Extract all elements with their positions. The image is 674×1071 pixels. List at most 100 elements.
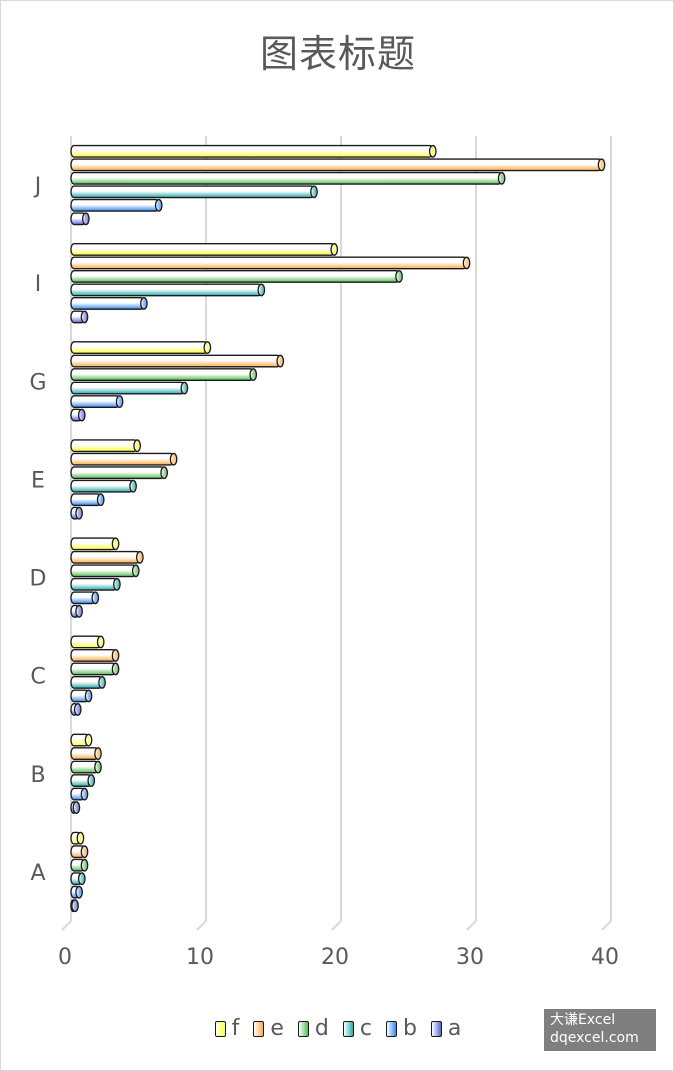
bar-cap-a-D bbox=[75, 604, 83, 618]
plot-area: 0 10 20 30 40 A B C D E G I J bbox=[29, 136, 619, 970]
legend-swatch-d bbox=[297, 1020, 309, 1037]
bar-cap-f-B bbox=[84, 733, 93, 747]
bar-c-D bbox=[70, 577, 121, 591]
legend-item-c: c bbox=[342, 1016, 372, 1041]
bar-cap-d-J bbox=[497, 171, 506, 185]
bar-b-D bbox=[70, 591, 100, 605]
bar-cap-a-E bbox=[75, 506, 83, 520]
bar-c-A bbox=[70, 872, 86, 886]
bar-b-B bbox=[70, 787, 89, 801]
bar-body-f-J bbox=[70, 144, 434, 158]
legend-item-d: d bbox=[297, 1016, 329, 1041]
bar-cap-f-J bbox=[428, 144, 437, 158]
bar-cap-f-I bbox=[330, 243, 339, 256]
bar-a-B bbox=[70, 801, 81, 814]
bar-cap-c-D bbox=[113, 577, 121, 591]
watermark-line1: 大谦Excel bbox=[550, 1012, 616, 1028]
bar-cap-e-J bbox=[597, 158, 606, 172]
bar-body-e-G bbox=[70, 354, 281, 368]
bar-b-J bbox=[70, 198, 163, 212]
bar-cap-c-I bbox=[257, 283, 266, 297]
bar-cap-f-E bbox=[133, 439, 141, 453]
bar-cap-b-D bbox=[91, 591, 100, 605]
bar-f-A bbox=[70, 831, 85, 845]
bar-d-J bbox=[70, 171, 506, 185]
bar-a-C bbox=[70, 703, 82, 716]
bar-c-G bbox=[70, 381, 189, 395]
legend-label-f: f bbox=[231, 1016, 240, 1041]
bar-cap-c-B bbox=[87, 774, 96, 787]
bar-a-A bbox=[70, 899, 79, 913]
bar-cap-f-A bbox=[76, 831, 85, 845]
bar-body-e-C bbox=[70, 649, 117, 662]
bar-body-b-E bbox=[70, 493, 102, 507]
bar-cap-e-E bbox=[169, 452, 178, 466]
bar-body-d-E bbox=[70, 466, 165, 480]
bar-body-d-I bbox=[70, 270, 400, 283]
bar-b-G bbox=[70, 395, 124, 408]
legend-item-f: f bbox=[214, 1016, 240, 1041]
bar-cap-a-G bbox=[77, 408, 86, 422]
bar-body-e-E bbox=[70, 452, 175, 466]
bar-d-B bbox=[70, 760, 102, 774]
legend-swatch-c bbox=[342, 1020, 354, 1037]
bar-e-I bbox=[70, 256, 471, 270]
x-tick-label: 20 bbox=[321, 945, 349, 970]
gridline-foot-10 bbox=[196, 920, 207, 931]
bar-f-B bbox=[70, 733, 93, 747]
bar-body-d-B bbox=[70, 760, 99, 774]
legend-item-a: a bbox=[430, 1016, 461, 1041]
bar-b-A bbox=[70, 885, 83, 899]
bar-cap-e-G bbox=[276, 354, 285, 368]
bar-cap-a-J bbox=[82, 212, 90, 226]
bar-cap-d-I bbox=[395, 270, 403, 283]
bar-e-J bbox=[70, 158, 606, 172]
bar-cap-d-B bbox=[94, 760, 102, 774]
bar-cap-f-G bbox=[203, 341, 212, 354]
bar-cap-c-G bbox=[180, 381, 189, 395]
category-label-A: A bbox=[30, 861, 45, 886]
bar-body-e-J bbox=[70, 158, 603, 172]
bar-c-C bbox=[70, 676, 106, 689]
bar-body-f-E bbox=[70, 439, 138, 453]
category-label-C: C bbox=[30, 665, 45, 690]
legend-label-e: e bbox=[270, 1016, 284, 1041]
bar-cap-a-A bbox=[71, 899, 79, 913]
bar-a-J bbox=[70, 212, 90, 226]
bar-d-I bbox=[70, 270, 403, 283]
bar-b-E bbox=[70, 493, 105, 507]
bar-body-f-G bbox=[70, 341, 209, 354]
category-label-I: I bbox=[35, 272, 42, 297]
bar-body-c-I bbox=[70, 283, 263, 297]
bar-f-I bbox=[70, 243, 339, 256]
x-tick-label: 30 bbox=[456, 945, 484, 970]
category-label-D: D bbox=[30, 567, 47, 592]
bar-body-c-G bbox=[70, 381, 186, 395]
bar-cap-b-A bbox=[75, 885, 83, 899]
bar-cap-e-C bbox=[111, 649, 120, 662]
bar-body-e-I bbox=[70, 256, 468, 270]
watermark-line2: dqexcel.com bbox=[550, 1030, 639, 1046]
category-label-E: E bbox=[31, 468, 45, 493]
gridline-foot-0 bbox=[61, 920, 72, 931]
bar-cap-b-E bbox=[96, 493, 105, 507]
bar-a-D bbox=[70, 604, 83, 618]
bar-body-f-D bbox=[70, 537, 117, 551]
bar-f-D bbox=[70, 537, 120, 551]
bar-cap-c-C bbox=[98, 676, 106, 689]
bar-e-C bbox=[70, 649, 120, 662]
watermark: 大谦Excel dqexcel.com bbox=[544, 1009, 656, 1051]
bar-a-G bbox=[70, 408, 86, 422]
legend-swatch-f bbox=[214, 1020, 226, 1037]
chart-title: 图表标题 bbox=[259, 32, 416, 76]
legend-swatch-a bbox=[430, 1020, 442, 1037]
bar-e-G bbox=[70, 354, 285, 368]
bar-body-e-D bbox=[70, 550, 141, 564]
bar-body-d-C bbox=[70, 662, 117, 676]
bar-f-J bbox=[70, 144, 437, 158]
bar-cap-e-D bbox=[136, 550, 144, 564]
bar-cap-b-C bbox=[84, 689, 93, 703]
bar-cap-f-D bbox=[111, 537, 120, 551]
bar-c-E bbox=[70, 479, 137, 493]
